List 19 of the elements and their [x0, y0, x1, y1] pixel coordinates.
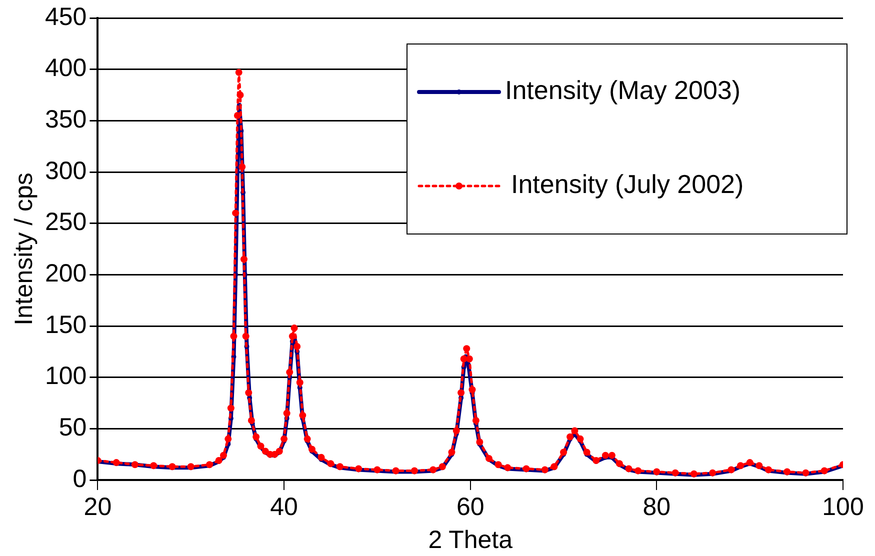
- x-tick-label: 60: [456, 492, 484, 521]
- legend-label: Intensity (July 2002): [511, 169, 744, 200]
- x-tick-label: 80: [642, 492, 671, 521]
- y-tick-label: 0: [72, 464, 87, 493]
- y-tick-label: 250: [44, 208, 87, 236]
- x-tick-label: 20: [84, 492, 112, 521]
- y-tick-label: 300: [44, 156, 87, 185]
- y-tick-label: 200: [44, 260, 87, 288]
- y-tick-label: 150: [44, 310, 87, 339]
- y-tick-label: 350: [44, 106, 87, 134]
- y-tick-label: 400: [44, 54, 87, 82]
- legend-label: Intensity (May 2003): [505, 75, 741, 106]
- x-tick-label: 40: [270, 492, 298, 521]
- x-axis-title: 2 Theta: [428, 526, 513, 554]
- y-tick-label: 100: [44, 362, 87, 390]
- x-tick-label: 100: [822, 492, 864, 521]
- y-axis-title: Intensity / cps: [10, 172, 38, 326]
- y-tick-label: 50: [58, 414, 87, 442]
- y-tick-label: 450: [44, 2, 87, 31]
